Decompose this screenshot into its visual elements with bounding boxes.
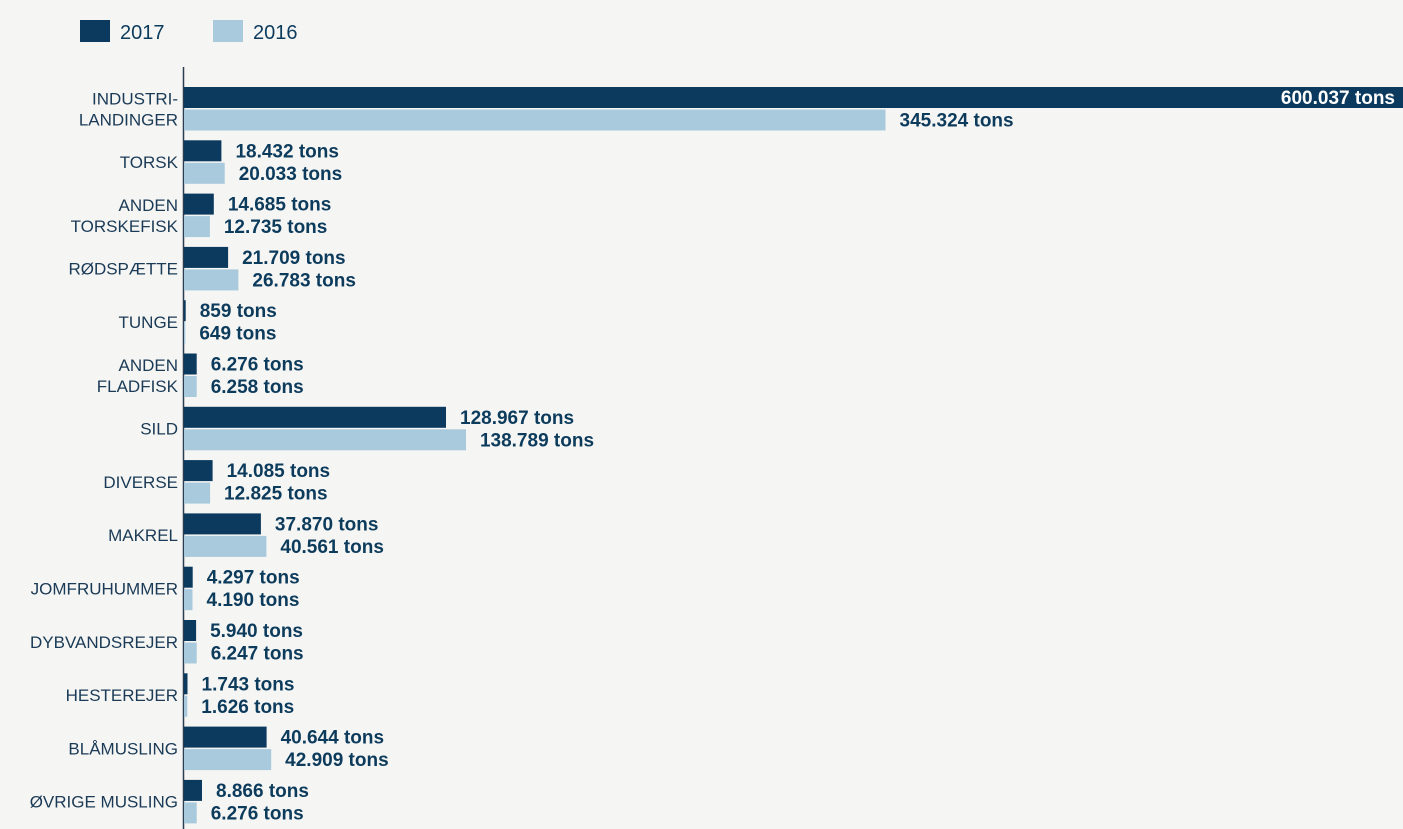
bar-2017 xyxy=(184,87,1403,108)
bar-2017 xyxy=(184,140,222,162)
bar-2016 xyxy=(184,535,267,557)
value-label-2016: 12.825 tons xyxy=(224,484,327,505)
value-label-2017: 40.644 tons xyxy=(281,728,385,749)
value-label-2017: 8.866 tons xyxy=(216,781,309,802)
bar-2017 xyxy=(184,193,214,215)
bar-2016 xyxy=(184,109,886,131)
legend-label-2016: 2016 xyxy=(253,22,298,44)
category-label-line: ANDEN xyxy=(118,356,178,375)
category-label-line: ANDEN xyxy=(118,196,178,215)
bar-2017 xyxy=(184,513,261,535)
bar-2016 xyxy=(184,802,197,824)
category-label-line: ØVRIGE MUSLING xyxy=(30,793,178,812)
category-label: TUNGE xyxy=(119,313,179,332)
value-label-2016: 40.561 tons xyxy=(280,537,384,558)
legend-label-2017: 2017 xyxy=(120,22,165,44)
bar-2016 xyxy=(184,642,197,664)
category-label: INDUSTRI- LANDINGER xyxy=(79,89,178,129)
bar-2016 xyxy=(184,429,466,451)
category-label-line: TORSKEFISK xyxy=(71,217,179,236)
category-label: ØVRIGE MUSLING xyxy=(30,793,178,812)
value-label-2017: 1.743 tons xyxy=(202,674,295,695)
bar-2017 xyxy=(184,246,229,268)
bar-2016 xyxy=(184,749,272,771)
bars-group xyxy=(184,87,1403,824)
category-label-line: TORSK xyxy=(120,153,179,172)
value-label-2017: 4.297 tons xyxy=(207,568,300,589)
category-label-line: FLADFISK xyxy=(97,377,179,396)
bar-2016 xyxy=(184,589,193,611)
value-label-2017: 859 tons xyxy=(200,301,277,322)
bar-2017 xyxy=(184,726,267,748)
value-label-2017: 600.037 tons xyxy=(1281,88,1395,109)
value-label-2017: 18.432 tons xyxy=(235,141,339,162)
category-label-line: SILD xyxy=(140,420,178,439)
value-label-2017: 14.685 tons xyxy=(228,195,332,216)
category-label: HESTEREJER xyxy=(66,686,178,705)
category-label: ANDEN FLADFISK xyxy=(97,356,179,396)
value-label-2016: 6.276 tons xyxy=(211,803,304,824)
value-label-2016: 649 tons xyxy=(199,324,276,345)
value-label-2017: 128.967 tons xyxy=(460,408,574,429)
value-label-2016: 42.909 tons xyxy=(285,750,389,771)
category-label: SILD xyxy=(140,420,178,439)
category-label: TORSK xyxy=(120,153,179,172)
bar-2016 xyxy=(184,482,211,504)
category-label: BLÅMUSLING xyxy=(68,739,178,758)
category-label-line: BLÅMUSLING xyxy=(68,739,178,758)
value-label-2016: 1.626 tons xyxy=(201,697,294,718)
category-label: DIVERSE xyxy=(103,473,178,492)
bar-2017 xyxy=(184,673,188,695)
category-label-line: MAKREL xyxy=(108,526,178,545)
category-label: RØDSPÆTTE xyxy=(68,260,178,279)
value-label-2017: 14.085 tons xyxy=(227,461,331,482)
category-label-line: DYBVANDSREJER xyxy=(30,633,178,652)
category-label-line: RØDSPÆTTE xyxy=(68,260,178,279)
category-label: JOMFRUHUMMER xyxy=(31,580,178,599)
bar-2017 xyxy=(184,566,193,588)
value-label-2016: 138.789 tons xyxy=(480,430,594,451)
bar-2016 xyxy=(184,376,197,397)
value-label-2016: 20.033 tons xyxy=(239,164,343,185)
value-label-2016: 6.258 tons xyxy=(211,377,304,398)
legend: 2017 2016 xyxy=(80,20,298,44)
category-label: MAKREL xyxy=(108,526,178,545)
bar-2017 xyxy=(184,779,202,801)
category-label-line: DIVERSE xyxy=(103,473,178,492)
value-label-2016: 345.324 tons xyxy=(900,111,1014,132)
value-label-2016: 12.735 tons xyxy=(224,217,328,238)
legend-swatch-2016 xyxy=(213,20,243,42)
bar-2016 xyxy=(184,695,188,717)
category-label-line: INDUSTRI- xyxy=(92,89,178,108)
value-label-2016: 4.190 tons xyxy=(207,590,300,611)
category-label-line: LANDINGER xyxy=(79,110,178,129)
category-label: ANDEN TORSKEFISK xyxy=(71,196,179,236)
bar-2016 xyxy=(184,216,210,238)
bar-2016 xyxy=(184,162,225,184)
value-label-2016: 6.247 tons xyxy=(211,644,304,665)
value-label-2017: 5.940 tons xyxy=(210,621,303,642)
category-label: DYBVANDSREJER xyxy=(30,633,178,652)
value-label-2017: 37.870 tons xyxy=(275,514,379,535)
value-label-2017: 6.276 tons xyxy=(211,355,304,376)
bar-2017 xyxy=(184,460,213,482)
value-label-2016: 26.783 tons xyxy=(252,270,356,291)
bar-2016 xyxy=(184,322,186,344)
category-label-line: JOMFRUHUMMER xyxy=(31,580,178,599)
category-label-line: TUNGE xyxy=(119,313,179,332)
bar-2017 xyxy=(184,300,186,322)
category-label-line: HESTEREJER xyxy=(66,686,178,705)
labels-group: INDUSTRI- LANDINGER 600.037 tons 345.324 to… xyxy=(30,88,1395,824)
bar-2017 xyxy=(184,353,197,375)
bar-2016 xyxy=(184,269,239,291)
bar-2017 xyxy=(184,620,197,641)
legend-swatch-2017 xyxy=(80,20,110,42)
bar-2017 xyxy=(184,406,446,428)
value-label-2017: 21.709 tons xyxy=(242,248,345,269)
